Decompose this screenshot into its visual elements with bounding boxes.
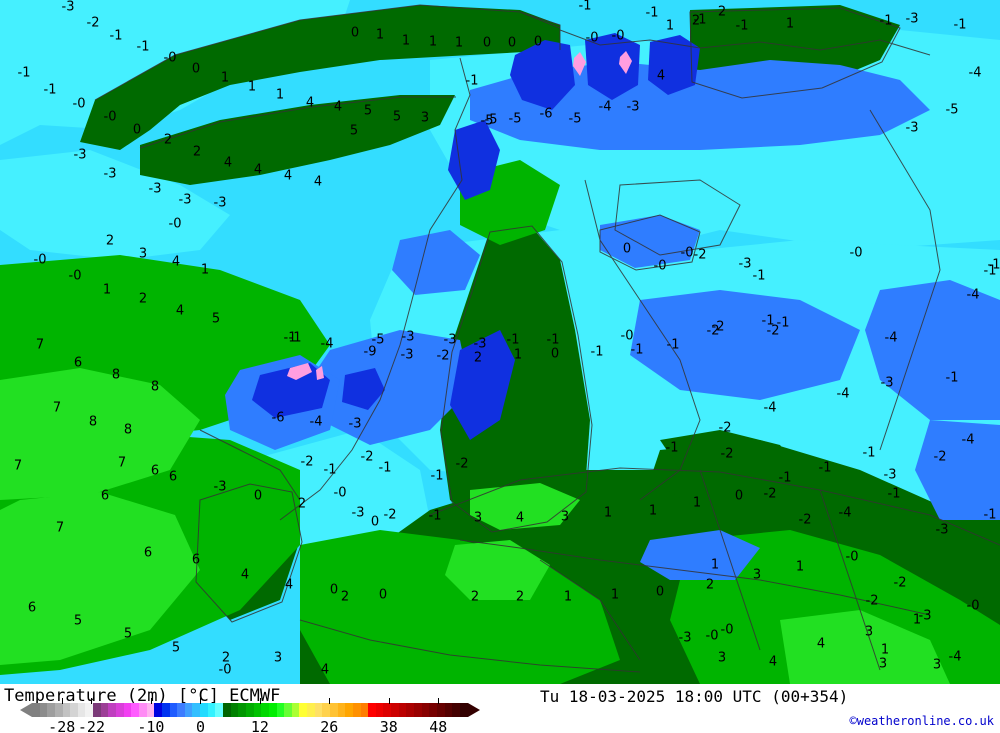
- colorbar-tick: [329, 698, 331, 704]
- map-canvas: [0, 0, 1000, 684]
- colorbar-tick-label: 48: [429, 718, 448, 733]
- colorbar-swatch: [391, 703, 399, 717]
- colorbar-tick-label: 12: [250, 718, 269, 733]
- map-footer: Temperature (2m) [°C] ECMWF Tu 18-03-202…: [0, 684, 1000, 733]
- colorbar-tick: [200, 698, 202, 704]
- colorbar-swatch: [169, 703, 178, 717]
- colorbar-swatch: [245, 703, 254, 717]
- colorbar-tick: [388, 698, 390, 704]
- colorbar-swatch: [47, 703, 55, 717]
- colorbar-swatch: [329, 703, 338, 717]
- colorbar-tick: [61, 698, 63, 704]
- colorbar-swatch: [192, 703, 201, 717]
- colorbar-swatch: [54, 703, 63, 717]
- colorbar-swatch: [368, 703, 376, 717]
- colorbar-swatch: [345, 703, 353, 717]
- colorbar-swatch: [337, 703, 346, 717]
- colorbar-tick-label: -22: [77, 718, 105, 733]
- map-coastlines: [94, 4, 1000, 673]
- colorbar-swatch: [32, 703, 40, 717]
- colorbar-swatch: [77, 703, 86, 717]
- colorbar-swatch: [307, 703, 315, 717]
- colorbar-swatch: [276, 703, 285, 717]
- colorbar-swatch: [93, 703, 101, 717]
- colorbar-swatch: [429, 703, 437, 717]
- colorbar-left-arrow: [20, 703, 32, 717]
- colorbar-swatch: [154, 703, 162, 717]
- colorbar-swatch: [138, 703, 147, 717]
- colorbar-swatch: [230, 703, 239, 717]
- colorbar-swatch: [414, 703, 422, 717]
- colorbar-tick: [438, 698, 440, 704]
- colorbar-swatch: [253, 703, 262, 717]
- colorbar-swatch: [223, 703, 231, 717]
- colorbar-swatch: [184, 703, 193, 717]
- colorbar-swatch: [284, 703, 292, 717]
- colorbar-swatch: [444, 703, 453, 717]
- colorbar-swatch: [383, 703, 392, 717]
- colorbar-tick: [91, 698, 93, 704]
- colorbar-swatch: [116, 703, 124, 717]
- colorbar-swatch: [299, 703, 308, 717]
- colorbar-swatch: [452, 703, 460, 717]
- colorbar-swatch: [436, 703, 445, 717]
- colorbar-swatches[interactable]: [32, 703, 468, 717]
- colorbar-tick: [259, 698, 261, 704]
- temp-band-deep-blue: [252, 33, 700, 440]
- colorbar-swatch: [375, 703, 384, 717]
- colorbar-right-arrow: [468, 703, 480, 717]
- colorbar-swatch: [200, 703, 208, 717]
- colorbar-swatch: [62, 703, 71, 717]
- colorbar-swatch: [268, 703, 277, 717]
- colorbar-tick: [150, 698, 152, 704]
- colorbar-swatch: [39, 703, 48, 717]
- colorbar-swatch: [360, 703, 369, 717]
- colorbar-swatch: [177, 703, 185, 717]
- colorbar-tick-label: -28: [48, 718, 76, 733]
- colorbar-tick-labels: -28 -22 -10 0 12 26 38 48: [0, 718, 480, 733]
- colorbar-swatch: [238, 703, 246, 717]
- colorbar-swatch: [70, 703, 78, 717]
- temp-band-bright-green: [0, 368, 950, 684]
- colorbar-swatch: [108, 703, 117, 717]
- temp-band-violet: [287, 51, 632, 380]
- colorbar-swatch: [421, 703, 430, 717]
- colorbar-swatch: [123, 703, 132, 717]
- colorbar-swatch: [146, 703, 155, 717]
- copyright-credit: ©weatheronline.co.uk: [849, 714, 995, 728]
- colorbar-swatch: [314, 703, 323, 717]
- colorbar-swatch: [398, 703, 407, 717]
- colorbar-tick-label: 26: [320, 718, 339, 733]
- color-legend[interactable]: [20, 698, 480, 717]
- colorbar-swatch: [459, 703, 468, 717]
- colorbar-swatch: [406, 703, 415, 717]
- colorbar-tick-label: 0: [195, 718, 205, 733]
- colorbar-swatch: [207, 703, 216, 717]
- colorbar-swatch: [261, 703, 269, 717]
- temperature-map[interactable]: -3 -1 -1 -1 -1 1 2 2 1 -2 -1 -1 -0 0 1 1 1 -1 -1 4 -1 -1 -0 -0 0…: [0, 0, 1000, 684]
- colorbar-swatch: [291, 703, 300, 717]
- colorbar-tick-label: 38: [379, 718, 398, 733]
- colorbar-swatch: [100, 703, 109, 717]
- colorbar-swatch: [322, 703, 330, 717]
- colorbar-swatch: [131, 703, 139, 717]
- colorbar-swatch: [161, 703, 170, 717]
- colorbar-swatch: [352, 703, 361, 717]
- colorbar-swatch: [215, 703, 224, 717]
- colorbar-tick-label: -10: [137, 718, 165, 733]
- chart-title: Temperature (2m) [°C] ECMWF: [4, 686, 281, 706]
- forecast-datetime: Tu 18-03-2025 18:00 UTC (00+354): [540, 687, 849, 706]
- colorbar-swatch: [85, 703, 94, 717]
